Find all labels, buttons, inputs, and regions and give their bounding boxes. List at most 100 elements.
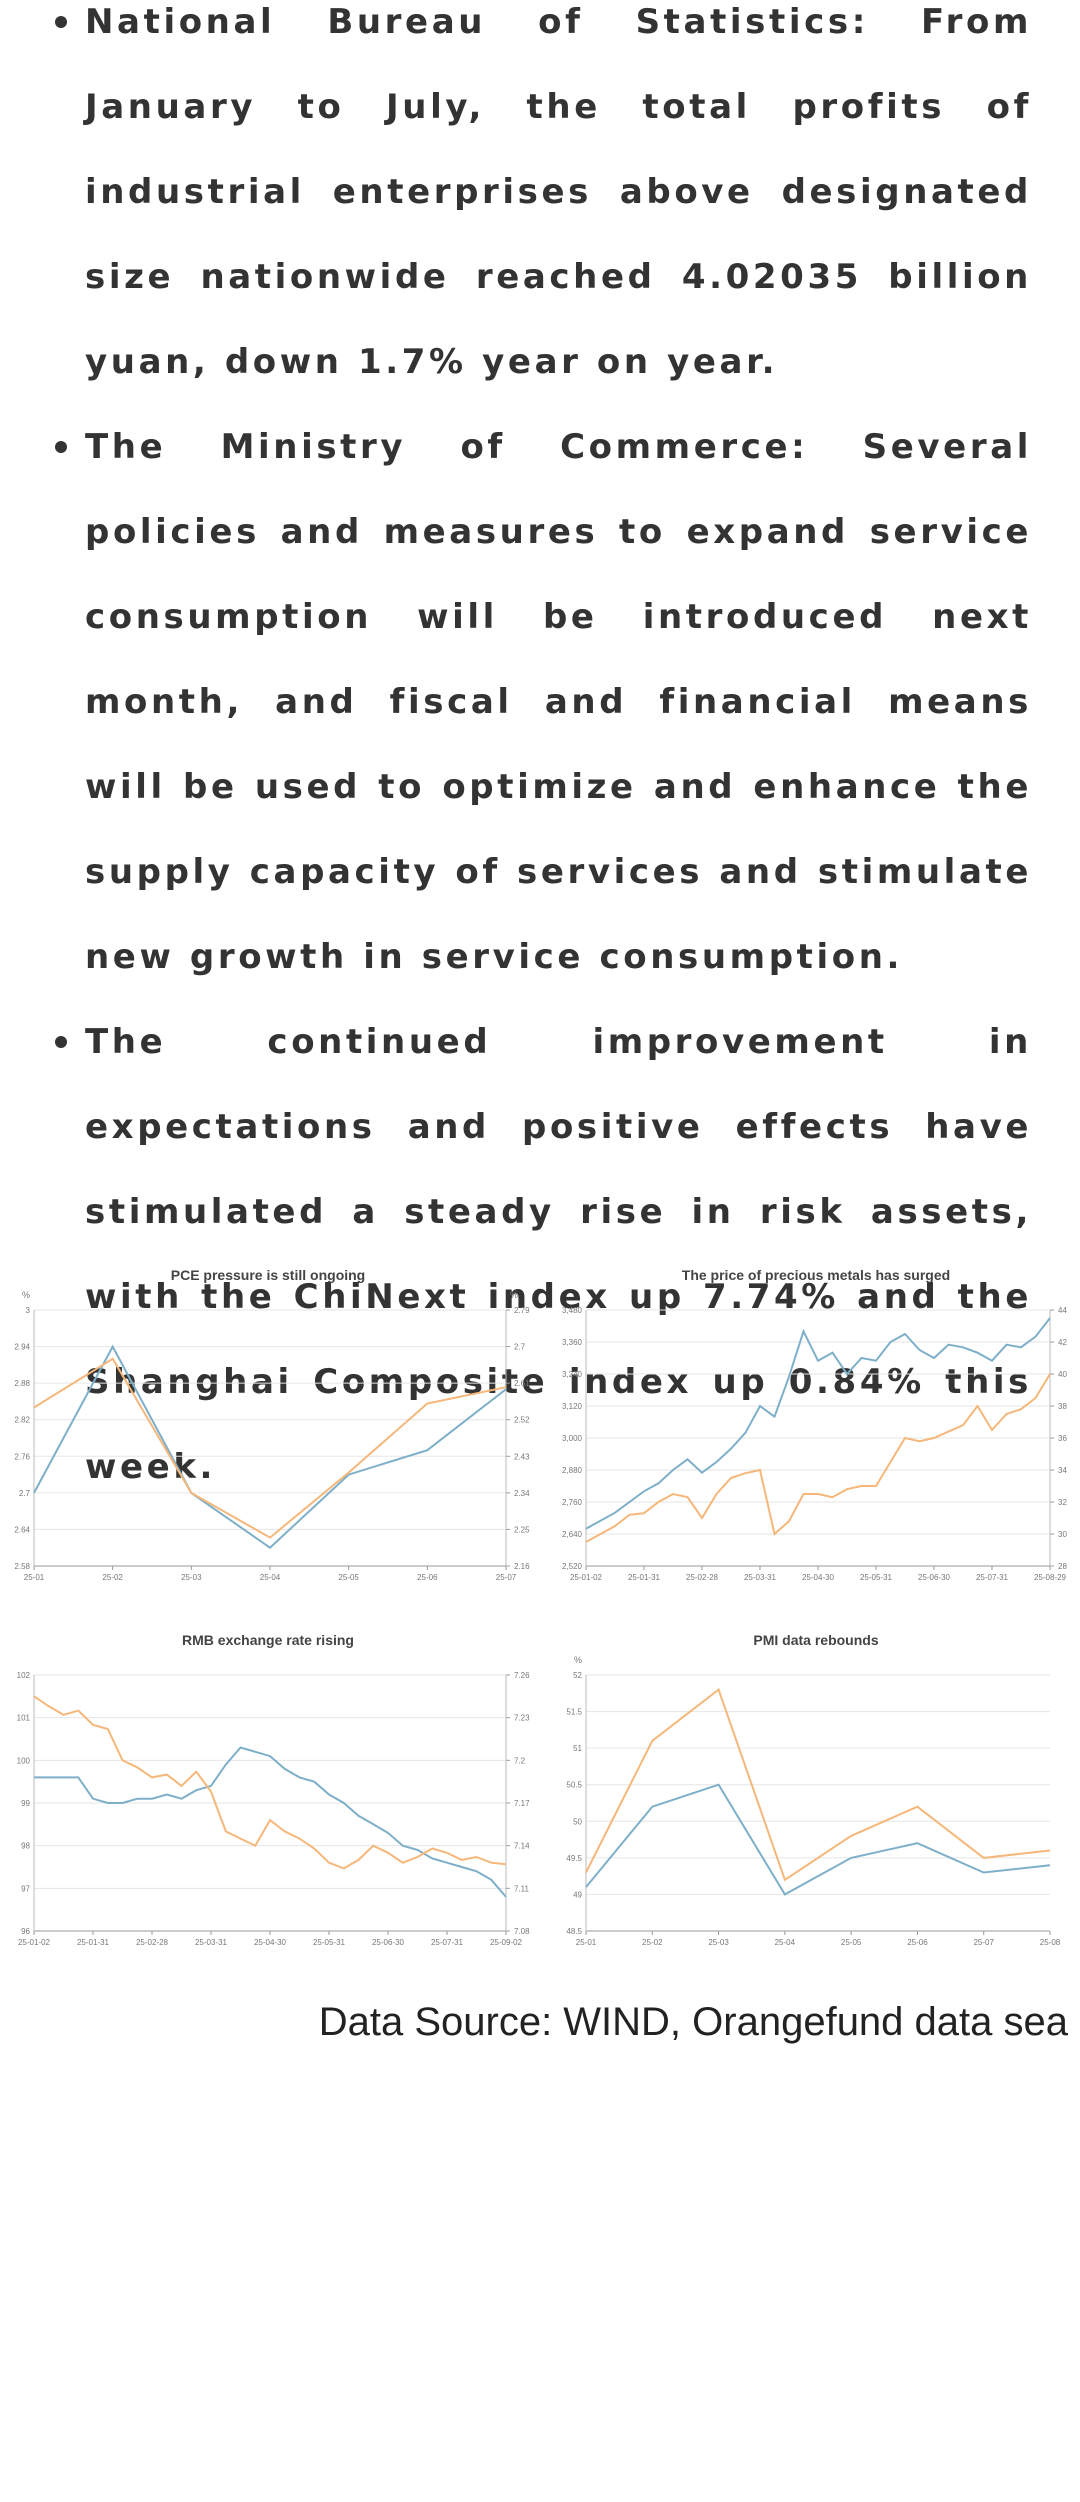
- x-tick-label: 25-02-28: [136, 1938, 169, 1947]
- x-tick-label: 25-01-31: [77, 1938, 110, 1947]
- series-line: [585, 1373, 1051, 1543]
- y-tick-label: 2,880: [562, 1466, 583, 1475]
- series-line: [34, 1746, 507, 1898]
- chart: The price of precious metals has surged 2…: [562, 1267, 1067, 1582]
- x-tick-label: 25-09-02: [490, 1938, 523, 1947]
- y-tick-label: 3: [26, 1306, 31, 1315]
- y-tick-label: 2.82: [14, 1416, 30, 1425]
- y-tick-label: 96: [21, 1927, 30, 1936]
- x-tick-label: 25-08: [1040, 1938, 1061, 1947]
- x-tick-label: 25-05-31: [860, 1573, 893, 1582]
- x-tick-label: 25-01-02: [570, 1573, 603, 1582]
- y-tick-label: 2.88: [14, 1379, 30, 1388]
- series-line: [585, 1687, 1051, 1882]
- y2-tick-label: 2.79: [514, 1306, 530, 1315]
- series-line: [585, 1783, 1051, 1896]
- y-tick-label: 3,360: [562, 1338, 583, 1347]
- y-tick-label: 99: [21, 1799, 30, 1808]
- x-tick-label: 25-02: [642, 1938, 663, 1947]
- bullet-list: National Bureau of Statistics: From Janu…: [55, 0, 1032, 1510]
- y-axis-label: %: [574, 1655, 582, 1665]
- y-tick-label: 3,240: [562, 1370, 583, 1379]
- series-line: [585, 1317, 1051, 1530]
- bullet: National Bureau of Statistics: From Janu…: [55, 0, 1032, 405]
- y2-tick-label: 42: [1058, 1338, 1067, 1347]
- y-tick-label: 98: [21, 1842, 30, 1851]
- y2-tick-label: 2.25: [514, 1525, 530, 1534]
- y-tick-label: 2.94: [14, 1343, 30, 1352]
- x-tick-label: 25-05-31: [313, 1938, 346, 1947]
- y-tick-label: 2.76: [14, 1452, 30, 1461]
- y-tick-label: 97: [21, 1884, 30, 1893]
- y2-tick-label: 7.11: [514, 1884, 530, 1893]
- x-tick-label: 25-05: [841, 1938, 862, 1947]
- y2-tick-label: 7.2: [514, 1756, 526, 1765]
- y2-tick-label: 7.14: [514, 1842, 530, 1851]
- y2-tick-label: 44: [1058, 1306, 1067, 1315]
- y-tick-label: 49.5: [566, 1854, 582, 1863]
- y-tick-label: 102: [17, 1671, 31, 1680]
- x-tick-label: 25-07-31: [976, 1573, 1009, 1582]
- x-tick-label: 25-07-31: [431, 1938, 464, 1947]
- y-tick-label: 51.5: [566, 1708, 582, 1717]
- y2-tick-label: 7.23: [514, 1714, 530, 1723]
- y2-tick-label: 7.17: [514, 1799, 530, 1808]
- y-tick-label: 2.58: [14, 1562, 30, 1571]
- x-tick-label: 25-07: [496, 1573, 517, 1582]
- y-tick-label: 2,640: [562, 1530, 583, 1539]
- chart-title: PCE pressure is still ongoing: [171, 1267, 365, 1283]
- y-tick-label: 2,520: [562, 1562, 583, 1571]
- chart-title: PMI data rebounds: [753, 1632, 878, 1648]
- y-tick-label: 50.5: [566, 1781, 582, 1790]
- y2-tick-label: 40: [1058, 1370, 1067, 1379]
- y2-tick-label: 38: [1058, 1402, 1067, 1411]
- bullet: The continued improvement in expectation…: [55, 1000, 1032, 1510]
- y2-tick-label: 2.61: [514, 1379, 530, 1388]
- y-tick-label: 48.5: [566, 1927, 582, 1936]
- y2-tick-label: 2.7: [514, 1343, 526, 1352]
- y2-tick-label: 30: [1058, 1530, 1067, 1539]
- y2-axis-label: %: [510, 1290, 518, 1300]
- y-tick-label: 101: [17, 1714, 31, 1723]
- y-tick-label: 50: [573, 1817, 582, 1826]
- y-tick-label: 52: [573, 1671, 582, 1680]
- y-tick-label: 2,760: [562, 1498, 583, 1507]
- series-line: [33, 1357, 507, 1539]
- x-tick-label: 25-02: [102, 1573, 123, 1582]
- y-tick-label: 3,120: [562, 1402, 583, 1411]
- x-tick-label: 25-01-31: [628, 1573, 661, 1582]
- x-tick-label: 25-03: [181, 1573, 202, 1582]
- chart-title: The price of precious metals has surged: [682, 1267, 950, 1283]
- x-tick-label: 25-06: [417, 1573, 438, 1582]
- y2-tick-label: 32: [1058, 1498, 1067, 1507]
- series-line: [33, 1695, 507, 1870]
- chart: RMB exchange rate rising 96 97 98 99 100 101 10…: [17, 1632, 530, 1947]
- y-tick-label: 100: [17, 1756, 31, 1765]
- x-tick-label: 25-06-30: [372, 1938, 405, 1947]
- y-tick-label: 2.7: [19, 1489, 31, 1498]
- y2-tick-label: 2.52: [514, 1416, 530, 1425]
- x-tick-label: 25-03: [708, 1938, 729, 1947]
- x-tick-label: 25-05: [338, 1573, 359, 1582]
- x-tick-label: 25-08-29: [1034, 1573, 1067, 1582]
- x-tick-label: 25-01: [576, 1938, 597, 1947]
- y-tick-label: 49: [573, 1890, 582, 1899]
- x-tick-label: 25-06: [907, 1938, 928, 1947]
- x-tick-label: 25-02-28: [686, 1573, 719, 1582]
- y-tick-label: 51: [573, 1744, 582, 1753]
- y2-tick-label: 36: [1058, 1434, 1067, 1443]
- y2-tick-label: 28: [1058, 1562, 1067, 1571]
- x-tick-label: 25-01-02: [18, 1938, 51, 1947]
- x-tick-label: 25-04: [775, 1938, 796, 1947]
- x-tick-label: 25-07: [973, 1938, 994, 1947]
- chart-title: RMB exchange rate rising: [182, 1632, 354, 1648]
- x-tick-label: 25-06-30: [918, 1573, 951, 1582]
- series-line: [33, 1344, 507, 1549]
- x-tick-label: 25-04-30: [802, 1573, 835, 1582]
- y2-tick-label: 7.26: [514, 1671, 530, 1680]
- y-tick-label: 3,000: [562, 1434, 583, 1443]
- source-note: Data Source: WIND, Orangefund data sea: [318, 2000, 1068, 2044]
- y-axis-label: %: [22, 1290, 30, 1300]
- y2-tick-label: 2.43: [514, 1452, 530, 1461]
